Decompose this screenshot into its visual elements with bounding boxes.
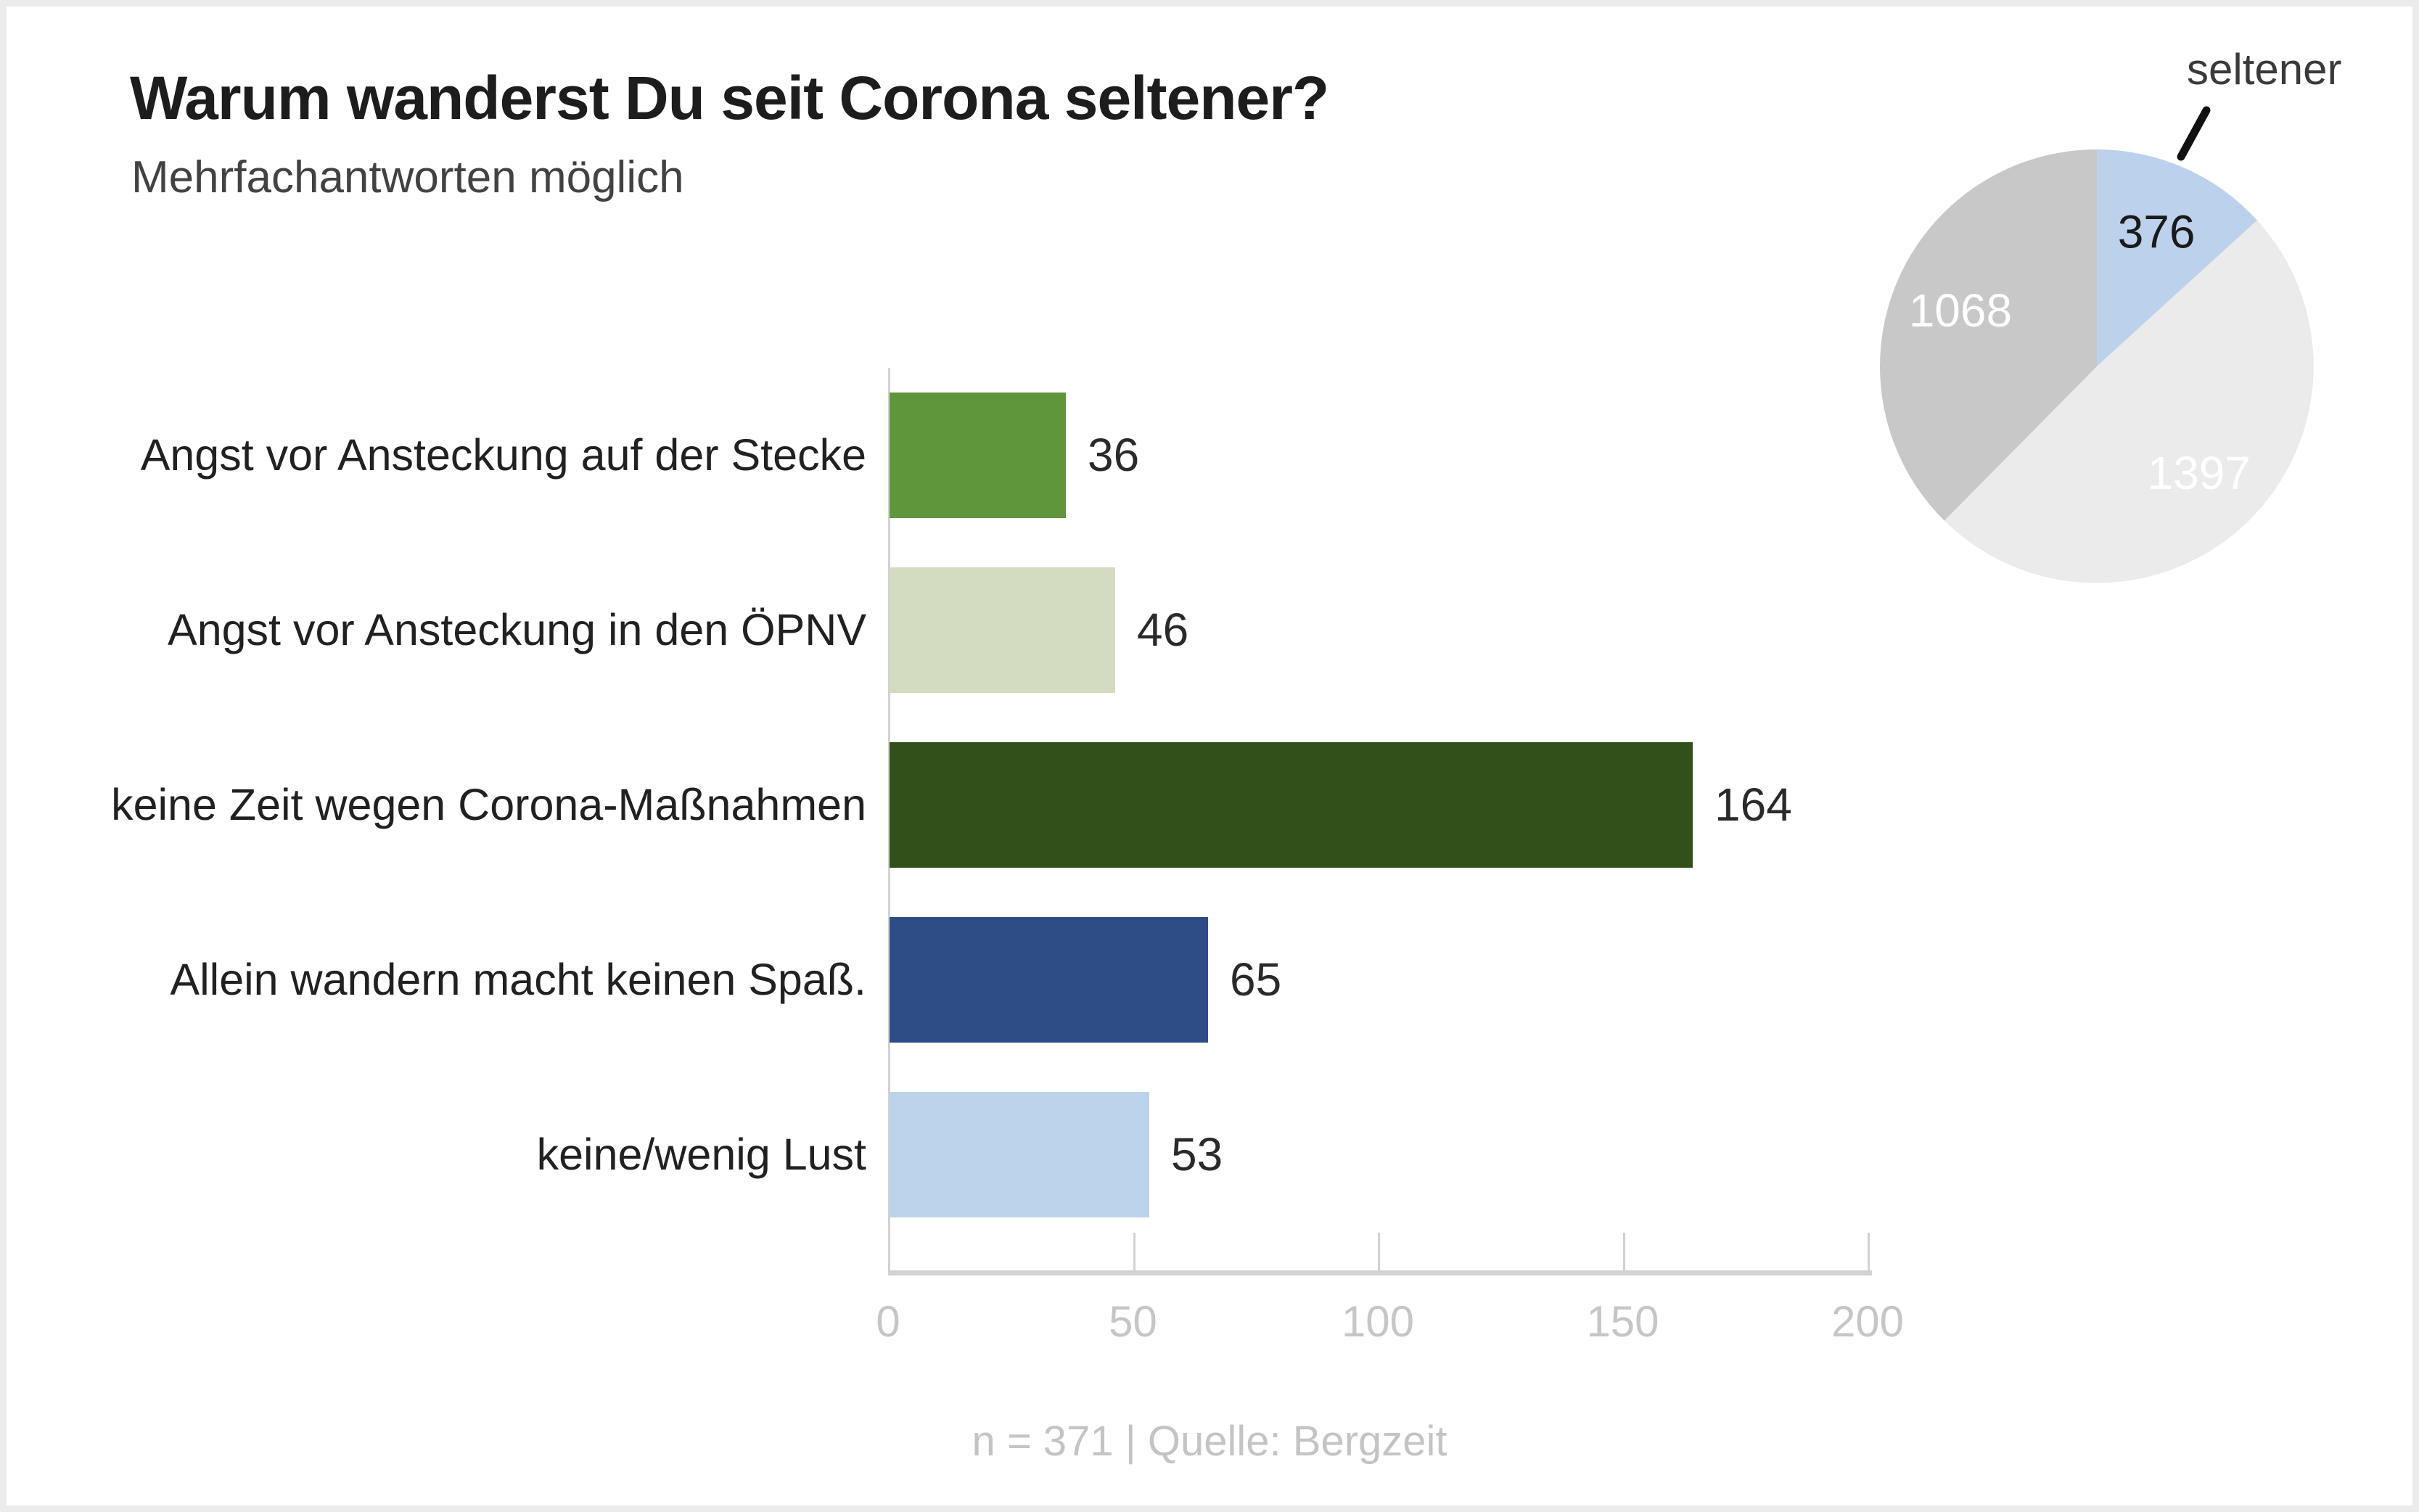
bar-value-label: 53 [1171,1128,1223,1180]
category-label: Angst vor Ansteckung auf der Stecke [140,430,866,480]
bar [890,567,1115,693]
source-note: n = 371 | Quelle: Bergzeit [972,1418,1447,1465]
pie-value-label: 376 [2118,205,2196,258]
pie-slice [1944,220,2314,583]
chart-title: Warum wanderst Du seit Corona seltener? [130,64,1329,132]
category-label: Allein wandern macht keinen Spaß. [170,955,866,1004]
bar-chart: 0 50 100 150 200 Angst vor Ansteckung auf de… [7,7,2412,1505]
x-axis-tick-label: 150 [1586,1297,1659,1346]
pie-value-label: 1397 [2148,447,2251,499]
bar-value-label: 164 [1714,778,1792,831]
pie-annotation-label: seltener [2187,45,2342,94]
pie-slice [1880,149,2097,521]
category-label: keine/wenig Lust [536,1130,866,1179]
category-label: Angst vor Ansteckung in den ÖPNV [168,605,866,654]
y-axis-line [888,368,890,1270]
chart-canvas: Warum wanderst Du seit Corona seltener? … [7,7,2412,1505]
bar [890,1092,1149,1217]
x-axis-tick-label: 0 [876,1297,900,1346]
x-axis-line [888,1270,1872,1275]
bar [890,917,1208,1043]
x-axis-tick [1868,1233,1870,1270]
pie-slice [2097,149,2257,366]
pie-chart: 376 1397 1068 [1880,106,2314,583]
bar [890,742,1693,868]
x-axis-tick [1378,1233,1380,1270]
x-axis-tick [1133,1233,1135,1270]
pie-annotation-callout-line [2177,106,2211,161]
pie-value-label: 1068 [1909,284,2012,337]
bar-value-label: 46 [1137,604,1189,656]
x-axis-tick [888,1233,890,1270]
bar-value-label: 65 [1230,953,1282,1006]
chart-subtitle: Mehrfachantworten möglich [131,152,684,202]
category-label: keine Zeit wegen Corona-Maßnahmen [111,780,866,829]
bar [890,393,1066,518]
x-axis-tick-label: 200 [1831,1297,1905,1346]
x-axis-tick [1622,1233,1625,1270]
x-axis-tick-label: 50 [1109,1297,1157,1346]
x-axis-tick-label: 100 [1341,1297,1415,1346]
bar-value-label: 36 [1088,429,1140,481]
